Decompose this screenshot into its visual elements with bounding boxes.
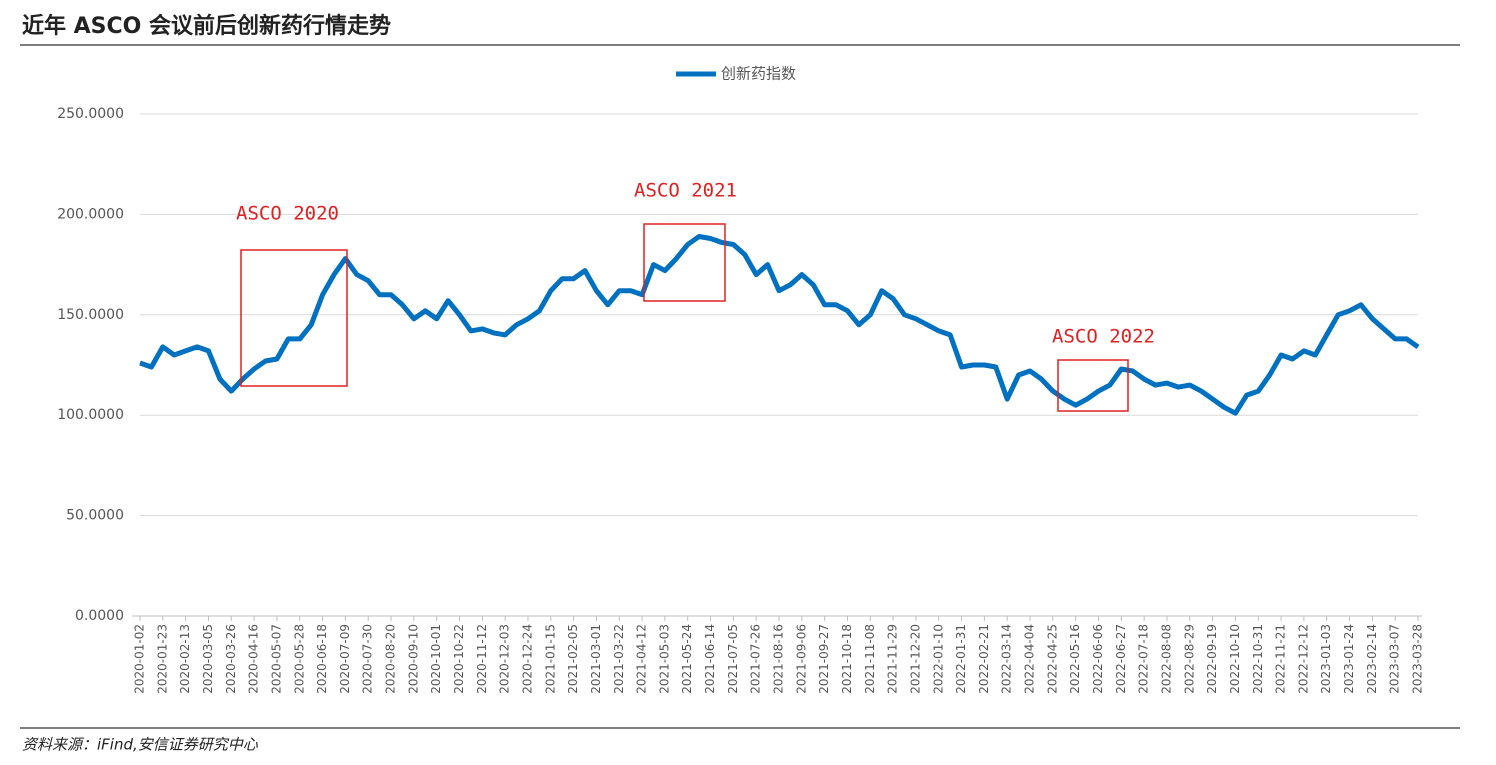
- y-tick-label: 0.0000: [75, 608, 124, 624]
- x-tick-label: 2021-01-15: [543, 624, 557, 694]
- source: 资料来源：iFind,安信证券研究中心: [22, 736, 259, 754]
- annotation-label: ASCO 2021: [634, 180, 737, 202]
- x-tick-label: 2022-06-06: [1091, 624, 1105, 694]
- x-tick-label: 2022-04-25: [1045, 624, 1059, 694]
- x-tick-label: 2021-04-12: [635, 624, 649, 694]
- x-tick-label: 2021-12-20: [908, 624, 922, 694]
- x-tick-label: 2020-03-05: [201, 624, 215, 694]
- chart-title: 近年 ASCO 会议前后创新药行情走势: [22, 13, 391, 39]
- x-tick-label: 2021-09-27: [817, 624, 831, 694]
- x-tick-label: 2020-06-18: [315, 624, 329, 694]
- y-tick-label: 250.0000: [57, 106, 124, 122]
- x-tick-label: 2020-10-22: [452, 624, 466, 694]
- series-line: [139, 234, 1420, 416]
- x-tick-label: 2020-03-26: [224, 624, 238, 694]
- x-tick-label: 2020-10-01: [429, 624, 443, 694]
- x-tick-label: 2020-05-28: [292, 624, 306, 694]
- x-tick-label: 2021-11-08: [863, 624, 877, 694]
- x-tick-label: 2023-01-24: [1342, 624, 1356, 694]
- x-tick-label: 2021-05-24: [680, 624, 694, 694]
- x-tick-label: 2020-07-30: [361, 624, 375, 694]
- x-tick-label: 2022-08-08: [1159, 624, 1173, 694]
- x-tick-label: 2020-08-20: [384, 624, 398, 694]
- annotation-label: ASCO 2020: [236, 203, 339, 225]
- x-tick-label: 2020-12-24: [520, 624, 534, 694]
- y-tick-label: 150.0000: [57, 307, 124, 323]
- x-tick-label: 2021-10-18: [840, 624, 854, 694]
- x-tick-label: 2021-08-16: [772, 624, 786, 694]
- x-tick-label: 2022-01-31: [954, 624, 968, 694]
- x-tick-label: 2023-03-07: [1388, 624, 1402, 694]
- legend-label: 创新药指数: [721, 65, 796, 83]
- annotation-box: [643, 223, 726, 302]
- x-tick-label: 2022-06-27: [1114, 624, 1128, 694]
- x-tick-label: 2022-11-21: [1274, 624, 1288, 694]
- x-tick-label: 2021-09-06: [794, 624, 808, 694]
- x-tick-label: 2021-07-05: [726, 624, 740, 694]
- x-tick-label: 2021-05-03: [657, 624, 671, 694]
- x-tick-label: 2023-03-28: [1411, 624, 1425, 694]
- x-tick-label: 2023-02-14: [1365, 624, 1379, 694]
- x-tick-label: 2022-03-14: [1000, 624, 1014, 694]
- x-tick-label: 2022-07-18: [1137, 624, 1151, 694]
- x-tick-label: 2022-10-10: [1228, 624, 1242, 694]
- x-tick-label: 2021-06-14: [703, 624, 717, 694]
- x-tick-label: 2022-02-21: [977, 624, 991, 694]
- x-tick-label: 2020-12-03: [498, 624, 512, 694]
- x-tick-label: 2021-03-22: [612, 624, 626, 694]
- annotation-label: ASCO 2022: [1052, 326, 1155, 348]
- x-tick-label: 2022-09-19: [1205, 624, 1219, 694]
- x-tick-label: 2022-12-12: [1296, 624, 1310, 694]
- x-tick-label: 2020-07-09: [338, 624, 352, 694]
- x-tick-label: 2022-01-10: [931, 624, 945, 694]
- x-tick-label: 2021-02-05: [566, 624, 580, 694]
- x-tick-label: 2020-02-13: [178, 624, 192, 694]
- x-tick-label: 2020-01-02: [133, 624, 147, 694]
- x-tick-label: 2020-11-12: [475, 624, 489, 694]
- y-tick-label: 200.0000: [57, 206, 124, 222]
- x-tick-label: 2021-03-01: [589, 624, 603, 694]
- x-tick-label: 2020-05-07: [269, 624, 283, 694]
- x-tick-label: 2022-05-16: [1068, 624, 1082, 694]
- annotation-box: [1057, 359, 1129, 412]
- x-tick-label: 2020-01-23: [155, 624, 169, 694]
- x-tick-label: 2020-09-10: [406, 624, 420, 694]
- x-tick-label: 2022-08-29: [1182, 624, 1196, 694]
- x-tick-label: 2021-07-26: [749, 624, 763, 694]
- x-tick-label: 2021-11-29: [886, 624, 900, 694]
- x-tick-label: 2020-04-16: [247, 624, 261, 694]
- x-tick-label: 2023-01-03: [1319, 624, 1333, 694]
- y-tick-label: 100.0000: [57, 407, 124, 423]
- y-tick-label: 50.0000: [66, 508, 124, 524]
- x-tick-label: 2022-04-04: [1023, 624, 1037, 694]
- annotation-box: [240, 249, 348, 387]
- x-tick-label: 2022-10-31: [1251, 624, 1265, 694]
